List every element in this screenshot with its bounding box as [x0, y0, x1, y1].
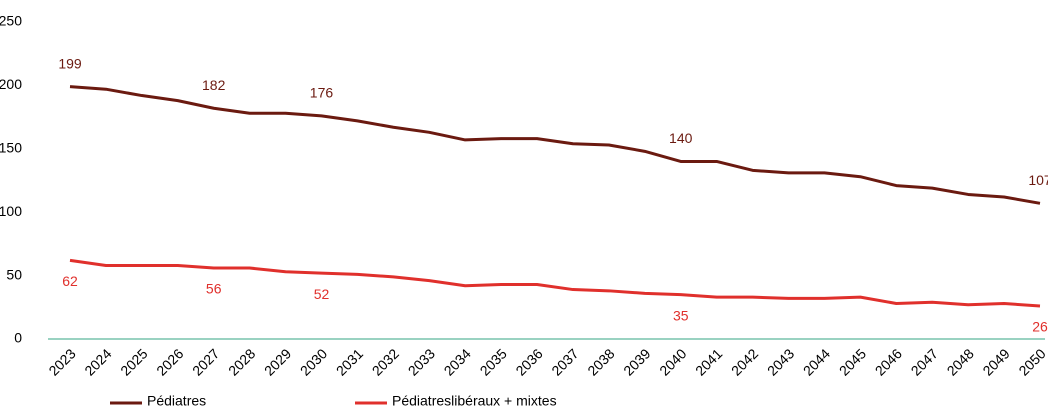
y-tick-label: 50 [6, 266, 22, 282]
x-tick-label: 2031 [333, 345, 366, 378]
x-tick-label: 2036 [512, 345, 545, 378]
x-tick-label: 2025 [117, 345, 150, 378]
x-tick-label: 2046 [872, 345, 905, 378]
data-label: 52 [314, 286, 330, 302]
data-label: 199 [58, 55, 82, 71]
data-label: 26 [1032, 319, 1048, 335]
y-tick-label: 250 [0, 13, 22, 29]
x-tick-label: 2040 [656, 345, 689, 378]
legend-label: Pédiatres [147, 393, 206, 409]
y-tick-label: 100 [0, 203, 22, 219]
x-tick-label: 2028 [225, 345, 258, 378]
x-tick-label: 2041 [692, 345, 725, 378]
x-tick-label: 2045 [836, 345, 869, 378]
data-label: 176 [310, 85, 334, 101]
x-tick-label: 2024 [81, 345, 114, 378]
x-tick-label: 2035 [477, 345, 510, 378]
x-tick-label: 2049 [979, 345, 1012, 378]
x-tick-label: 2043 [764, 345, 797, 378]
x-tick-label: 2030 [297, 345, 330, 378]
data-label: 107 [1028, 172, 1048, 188]
x-tick-label: 2034 [441, 345, 474, 378]
legend-label: Pédiatreslibéraux + mixtes [392, 393, 557, 409]
x-tick-label: 2050 [1015, 345, 1048, 378]
y-tick-label: 150 [0, 140, 22, 156]
x-tick-label: 2033 [405, 345, 438, 378]
x-tick-label: 2044 [800, 345, 833, 378]
x-tick-label: 2027 [189, 345, 222, 378]
data-label: 56 [206, 281, 222, 297]
data-label: 35 [673, 307, 689, 323]
data-label: 182 [202, 77, 226, 93]
x-tick-label: 2048 [944, 345, 977, 378]
x-tick-label: 2026 [153, 345, 186, 378]
data-label: 140 [669, 130, 693, 146]
series-line [69, 258, 1041, 308]
series-line [69, 85, 1041, 205]
data-label: 62 [62, 273, 78, 289]
x-tick-label: 2042 [728, 345, 761, 378]
x-tick-label: 2032 [369, 345, 402, 378]
x-tick-label: 2037 [548, 345, 581, 378]
y-tick-label: 200 [0, 76, 22, 92]
x-tick-label: 2038 [584, 345, 617, 378]
x-tick-label: 2023 [45, 345, 78, 378]
x-tick-label: 2039 [620, 345, 653, 378]
x-tick-label: 2029 [261, 345, 294, 378]
y-tick-label: 0 [14, 330, 22, 346]
x-tick-label: 2047 [908, 345, 941, 378]
